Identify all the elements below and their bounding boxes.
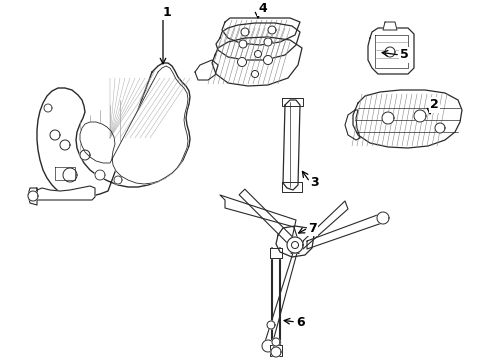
Polygon shape [353,90,462,148]
Polygon shape [80,66,188,184]
Polygon shape [60,140,70,150]
Polygon shape [382,112,394,124]
Polygon shape [251,71,259,77]
Polygon shape [114,176,122,184]
Polygon shape [264,55,272,64]
Polygon shape [345,110,360,140]
Polygon shape [264,253,299,345]
Polygon shape [282,98,303,106]
Polygon shape [212,37,302,86]
Polygon shape [241,28,249,36]
Polygon shape [239,40,247,48]
Polygon shape [80,150,90,160]
Text: 3: 3 [310,175,318,189]
Polygon shape [368,28,414,74]
Text: 6: 6 [296,315,305,328]
Polygon shape [254,50,262,58]
Polygon shape [50,130,60,140]
Polygon shape [262,340,274,352]
Polygon shape [220,195,299,243]
Text: 1: 1 [163,5,172,18]
Polygon shape [292,242,298,248]
Polygon shape [287,237,303,253]
Polygon shape [283,100,300,190]
Polygon shape [37,186,95,200]
Polygon shape [271,347,281,357]
Text: 7: 7 [308,221,317,234]
Polygon shape [238,58,246,67]
Polygon shape [270,248,282,258]
Polygon shape [95,170,105,180]
Polygon shape [375,35,408,68]
Polygon shape [276,226,314,257]
Polygon shape [63,168,77,182]
Polygon shape [282,182,302,192]
Polygon shape [307,214,385,249]
Polygon shape [385,47,395,57]
Polygon shape [28,188,37,205]
Polygon shape [435,123,445,133]
Polygon shape [270,345,282,356]
Polygon shape [268,26,276,34]
Polygon shape [28,191,38,201]
Polygon shape [44,104,52,112]
Polygon shape [239,189,298,248]
Polygon shape [195,60,218,80]
Polygon shape [264,38,272,46]
Polygon shape [303,201,348,249]
Polygon shape [37,63,190,197]
Polygon shape [222,18,300,45]
Polygon shape [216,23,300,60]
Polygon shape [267,321,275,329]
Polygon shape [272,338,280,346]
Text: 5: 5 [400,49,409,62]
Polygon shape [383,22,397,30]
Text: 2: 2 [430,99,439,112]
Polygon shape [55,167,75,180]
Text: 4: 4 [258,1,267,14]
Polygon shape [377,212,389,224]
Polygon shape [414,110,426,122]
